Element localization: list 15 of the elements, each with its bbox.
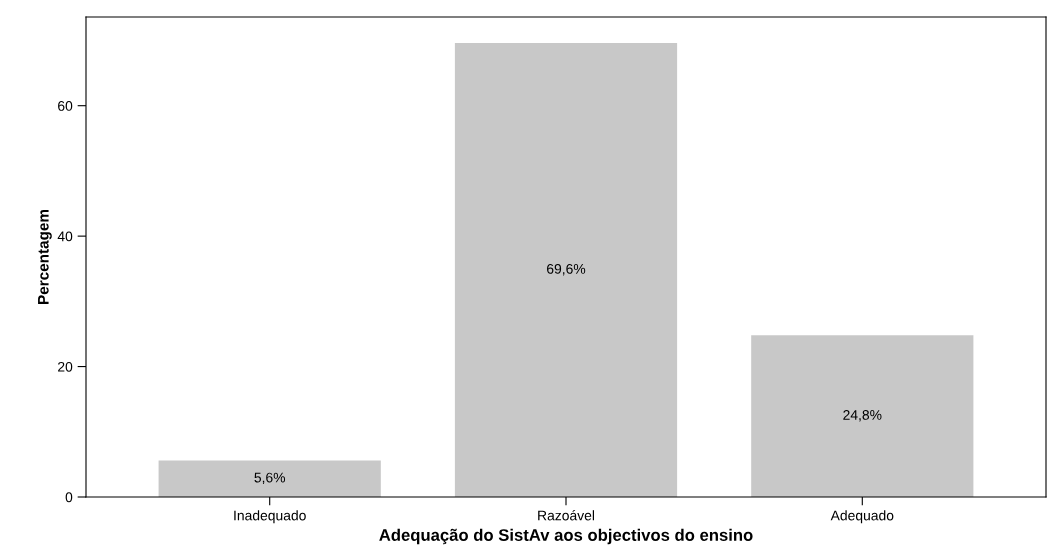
y-tick-label: 0 (65, 492, 73, 503)
bar (751, 335, 974, 497)
y-tick-label: 40 (57, 231, 73, 242)
y-tick-label: 20 (58, 361, 73, 372)
y-axis-title: Percentagem (38, 209, 52, 304)
x-tick-label: Inadequado (234, 510, 306, 524)
data-label: 69,6% (547, 263, 586, 276)
data-label: 5,6% (254, 472, 286, 485)
x-tick-label: Adequado (830, 510, 894, 524)
x-axis-title: Adequação do SistAv aos objectivos do ensino (379, 528, 753, 545)
y-tick-label: 60 (58, 101, 73, 111)
x-tick-label: Razoável (538, 510, 595, 521)
bar (454, 43, 678, 497)
bar (158, 460, 381, 497)
data-label: 24,8% (843, 410, 882, 422)
